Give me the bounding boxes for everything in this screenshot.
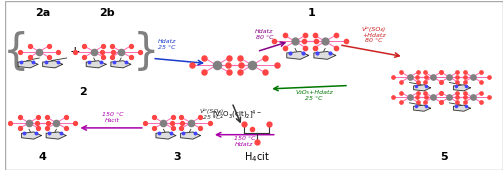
Text: Hdatz
80 °C: Hdatz 80 °C bbox=[255, 29, 274, 40]
Polygon shape bbox=[22, 132, 41, 139]
Text: V₂O₅+Hdatz
25 °C: V₂O₅+Hdatz 25 °C bbox=[295, 90, 333, 101]
Text: }: } bbox=[133, 31, 160, 73]
Text: Vᴵᶛ(SO₄)
25 °C: Vᴵᶛ(SO₄) 25 °C bbox=[200, 108, 224, 120]
Text: 2a: 2a bbox=[35, 8, 50, 18]
Polygon shape bbox=[287, 51, 308, 59]
Text: Hdatz
25 °C: Hdatz 25 °C bbox=[158, 39, 176, 50]
Polygon shape bbox=[86, 61, 106, 68]
Text: $\mathrm{H_4cit}$: $\mathrm{H_4cit}$ bbox=[244, 150, 270, 164]
Text: Vᴵᶛ(SO₄)
+Hdatz
80 °C: Vᴵᶛ(SO₄) +Hdatz 80 °C bbox=[362, 26, 386, 43]
Polygon shape bbox=[454, 105, 470, 111]
Text: 2b: 2b bbox=[100, 8, 115, 18]
Polygon shape bbox=[43, 61, 62, 68]
Polygon shape bbox=[18, 61, 38, 68]
Text: 150 °C
H₄cit: 150 °C H₄cit bbox=[102, 112, 123, 123]
Polygon shape bbox=[111, 61, 131, 68]
Text: $[\mathrm{V_2O_3(cit)_2}]^{4-}$: $[\mathrm{V_2O_3(cit)_2}]^{4-}$ bbox=[212, 108, 262, 121]
Polygon shape bbox=[454, 85, 470, 91]
Text: {: { bbox=[3, 31, 30, 73]
Text: +: + bbox=[70, 45, 80, 58]
Polygon shape bbox=[314, 51, 336, 59]
Text: 4: 4 bbox=[39, 152, 47, 162]
Text: 2: 2 bbox=[79, 87, 86, 97]
Text: 1: 1 bbox=[308, 8, 316, 18]
Polygon shape bbox=[414, 105, 430, 111]
Text: 3: 3 bbox=[173, 152, 181, 162]
Polygon shape bbox=[46, 132, 66, 139]
Polygon shape bbox=[180, 132, 201, 139]
Polygon shape bbox=[156, 132, 176, 139]
Text: 5: 5 bbox=[439, 152, 448, 162]
Text: 150 °C
Hdatz: 150 °C Hdatz bbox=[234, 136, 255, 147]
Polygon shape bbox=[414, 85, 430, 91]
